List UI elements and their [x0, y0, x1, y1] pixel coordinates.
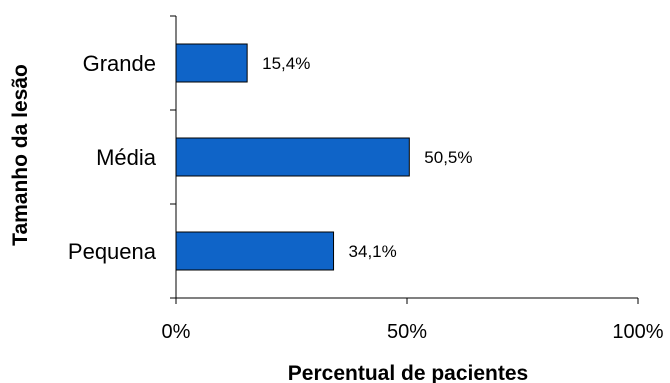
category-label-pequena: Pequena [68, 239, 157, 264]
x-tick-label: 0% [162, 321, 191, 343]
y-axis-title: Tamanho da lesão [9, 64, 32, 246]
bar-grande [175, 43, 248, 83]
bar-pequena [175, 231, 335, 271]
data-label-media: 50,5% [424, 148, 472, 167]
data-label-grande: 15,4% [262, 54, 310, 73]
bars-group [175, 43, 410, 271]
bar-media [175, 137, 410, 177]
category-label-media: Média [96, 145, 157, 170]
category-label-grande: Grande [83, 51, 156, 76]
axes-group [170, 15, 639, 304]
x-tick-label: 100% [612, 321, 663, 343]
labels-group: Grande 15,4% Média 50,5% Pequena 34,1% 0% 50% 10… [68, 51, 664, 343]
data-label-pequena: 34,1% [349, 242, 397, 261]
x-axis-title: Percentual de pacientes [288, 362, 528, 383]
x-tick-label: 50% [387, 321, 427, 343]
